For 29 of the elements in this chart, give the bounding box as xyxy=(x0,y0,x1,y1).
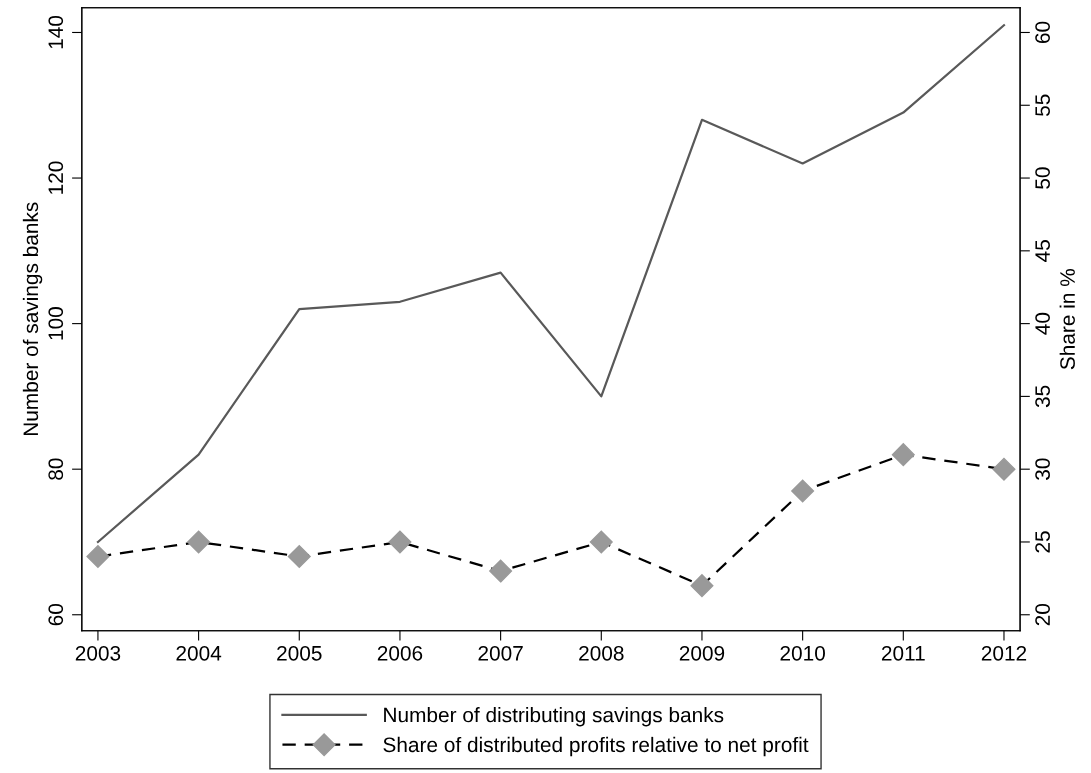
y2-tick-label: 35 xyxy=(1035,385,1050,408)
x-tick-label: 2012 xyxy=(981,645,1027,661)
y2-tick-label: 45 xyxy=(1035,240,1050,262)
y2-tick-label: 30 xyxy=(1035,458,1050,480)
y2-tick-label: 40 xyxy=(1035,312,1050,335)
y-tick-label: 140 xyxy=(48,15,64,49)
legend-label: Number of distributing savings banks xyxy=(384,707,724,727)
x-tick-label: 2005 xyxy=(277,645,322,661)
x-tick-label: 2004 xyxy=(176,645,222,661)
x-tick-label: 2011 xyxy=(881,645,925,661)
legend-label: Share of distributed profits relative to net profit xyxy=(383,736,809,757)
y-axis-title: Number of savings banks xyxy=(22,202,43,436)
x-tick-label: 2009 xyxy=(679,645,725,661)
x-tick-label: 2010 xyxy=(780,645,825,661)
y-tick-label: 120 xyxy=(48,161,64,194)
y-tick-label: 80 xyxy=(48,458,64,480)
y-tick-label: 60 xyxy=(48,603,64,626)
x-tick-label: 2003 xyxy=(75,645,121,661)
y2-tick-label: 50 xyxy=(1035,167,1050,189)
x-tick-label: 2006 xyxy=(377,645,423,661)
y2-tick-label: 20 xyxy=(1035,603,1050,626)
line-series xyxy=(96,24,1006,544)
x-tick-label: 2007 xyxy=(478,645,523,661)
y-tick-label: 100 xyxy=(48,307,64,340)
y2-axis-title: Share in % xyxy=(1059,269,1075,370)
y2-tick-label: 25 xyxy=(1035,531,1050,553)
x-tick-label: 2008 xyxy=(579,645,624,661)
y2-tick-label: 60 xyxy=(1035,21,1050,43)
y2-tick-label: 55 xyxy=(1035,94,1050,117)
